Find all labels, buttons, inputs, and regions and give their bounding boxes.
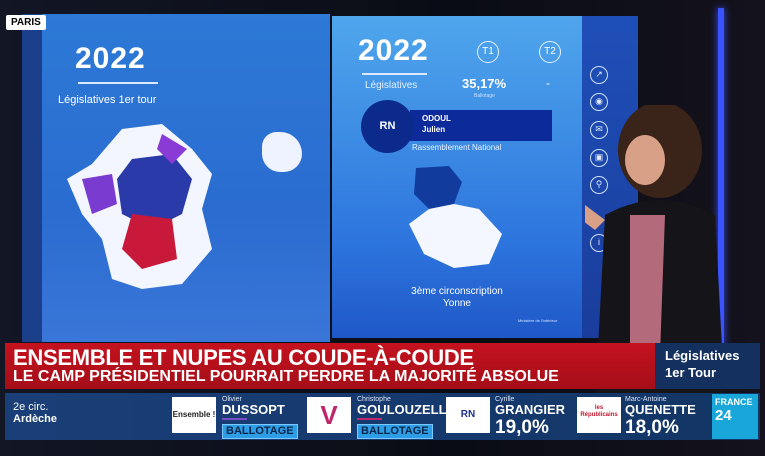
rn-logo: RN [446, 397, 490, 433]
candidate-0: Olivier DUSSOPT BALLOTAGE [222, 396, 298, 439]
divider [78, 82, 158, 84]
broadcast-icon[interactable]: ◉ [590, 93, 608, 111]
tab-t1[interactable]: T1 [477, 41, 499, 63]
constituency-label: 3ème circonscription [411, 286, 503, 297]
share-icon[interactable]: ↗ [590, 66, 608, 84]
nupes-logo: V [307, 397, 351, 433]
results-ticker: 2e circ. Ardèche Ensemble ! Olivier DUSSO… [5, 393, 760, 440]
image-icon[interactable]: ▣ [590, 149, 608, 167]
program-line1: Législatives [665, 348, 740, 363]
location-tag: PARIS [6, 15, 46, 30]
candidate-last-name: ODOUL [422, 114, 451, 123]
subheadline: LE CAMP PRÉSIDENTIEL POURRAIT PERDRE LA … [13, 368, 559, 385]
first-name: Cyrille [495, 396, 515, 403]
result: 19,0% [495, 417, 549, 438]
ticker-department: Ardèche [13, 413, 58, 425]
mail-icon[interactable]: ✉ [590, 121, 608, 139]
program-line2: 1er Tour [665, 365, 717, 380]
candidate-3: Marc-Antoine QUENETTE 18,0% [625, 396, 696, 437]
search-icon[interactable]: ⚲ [590, 176, 608, 194]
logo-line2: 24 [715, 407, 732, 424]
ensemble-logo: Ensemble ! [172, 397, 216, 433]
constituency-map [409, 166, 502, 268]
candidate-first-name: Julien [422, 125, 446, 134]
left-subtitle: Législatives 1er tour [58, 94, 157, 106]
studio-light [718, 8, 724, 348]
ticker-circ: 2e circ. [13, 401, 49, 413]
first-name: Marc-Antoine [625, 396, 667, 403]
france24-logo: FRANCE 24 [712, 394, 758, 439]
headline-banner: ENSEMBLE ET NUPES AU COUDE-À-COUDE LE CA… [5, 343, 655, 389]
last-name: GRANGIER [495, 402, 566, 417]
right-year: 2022 [358, 34, 429, 67]
right-subtitle: Législatives [365, 80, 418, 91]
divider [362, 73, 427, 75]
right-result-screen: 2022 Législatives T1 T2 35,17% Ballotage… [332, 16, 582, 338]
candidate-1: Christophe GOULOUZELLE BALLOTAGE [357, 396, 455, 439]
logo-line1: FRANCE [715, 397, 753, 407]
left-year: 2022 [75, 42, 146, 75]
lr-logo: les Républicains [577, 397, 621, 433]
result: BALLOTAGE [357, 424, 433, 439]
t1-value: 35,17% [462, 76, 507, 91]
last-name: DUSSOPT [222, 402, 285, 417]
program-tag: Législatives 1er Tour [655, 343, 760, 389]
candidate-2: Cyrille GRANGIER 19,0% [495, 396, 565, 437]
t2-value: - [546, 76, 550, 90]
party-name: Rassemblement National [412, 143, 502, 152]
france-map [67, 124, 212, 289]
first-name: Christophe [357, 396, 391, 403]
last-name: QUENETTE [625, 402, 696, 417]
first-name: Olivier [222, 396, 242, 403]
last-name: GOULOUZELLE [357, 402, 456, 417]
headline: ENSEMBLE ET NUPES AU COUDE-À-COUDE [13, 345, 474, 370]
result: 18,0% [625, 417, 679, 438]
tab-t2[interactable]: T2 [539, 41, 561, 63]
result: BALLOTAGE [222, 424, 298, 439]
left-map-screen: 2022 Législatives 1er tour [22, 14, 330, 342]
party-badge: RN [361, 100, 414, 153]
t1-status: Ballotage [474, 93, 495, 99]
source-label: Ministère de l'Intérieur [518, 318, 558, 323]
department-label: Yonne [443, 298, 471, 309]
overseas-map [262, 132, 302, 172]
candidate-bar: ODOUL Julien [410, 110, 552, 141]
